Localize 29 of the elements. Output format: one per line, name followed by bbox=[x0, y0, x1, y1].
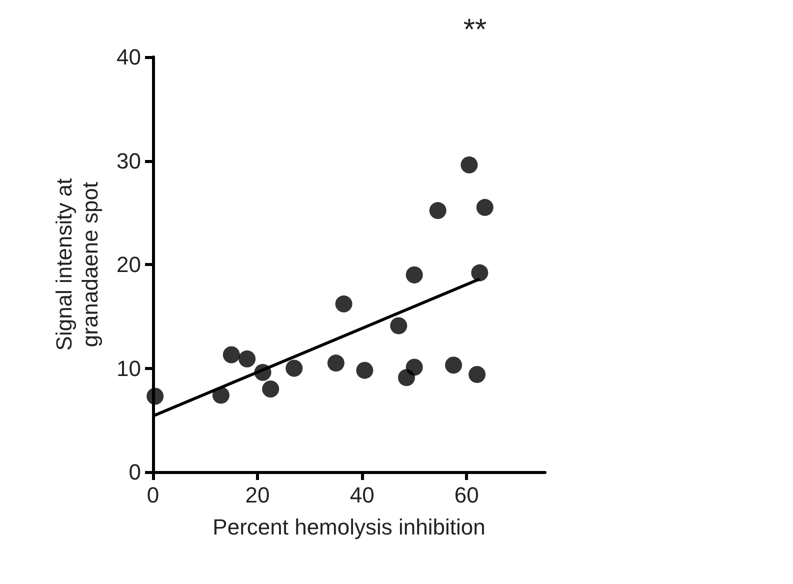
y-tick-label: 30 bbox=[116, 148, 141, 174]
y-tick-label: 10 bbox=[116, 356, 141, 381]
point bbox=[238, 350, 256, 368]
point bbox=[445, 356, 462, 374]
y-tick-label: 20 bbox=[116, 252, 141, 277]
point bbox=[262, 380, 280, 398]
x-tick-label: 20 bbox=[245, 482, 270, 508]
point bbox=[390, 317, 408, 334]
point bbox=[468, 366, 486, 383]
y-axis-title: Signal intensity at granadaene spot bbox=[52, 178, 102, 351]
point bbox=[429, 202, 446, 220]
chart-title: ** bbox=[463, 14, 487, 46]
x-tick-label: 0 bbox=[146, 482, 160, 508]
point bbox=[406, 358, 423, 376]
point bbox=[356, 362, 374, 379]
point bbox=[471, 264, 488, 282]
x-axis-title: Percent hemolysis inhibition bbox=[212, 514, 486, 540]
point bbox=[460, 156, 478, 174]
y-tick-label: 0 bbox=[128, 460, 141, 484]
point bbox=[327, 354, 344, 372]
y-tick-label: 40 bbox=[116, 44, 141, 70]
point bbox=[335, 295, 352, 312]
point bbox=[146, 388, 164, 405]
point bbox=[222, 346, 240, 364]
point bbox=[476, 198, 494, 216]
x-tick-label: 60 bbox=[454, 482, 479, 508]
point bbox=[286, 360, 303, 377]
point bbox=[406, 266, 423, 284]
x-tick-label: 40 bbox=[350, 482, 374, 508]
